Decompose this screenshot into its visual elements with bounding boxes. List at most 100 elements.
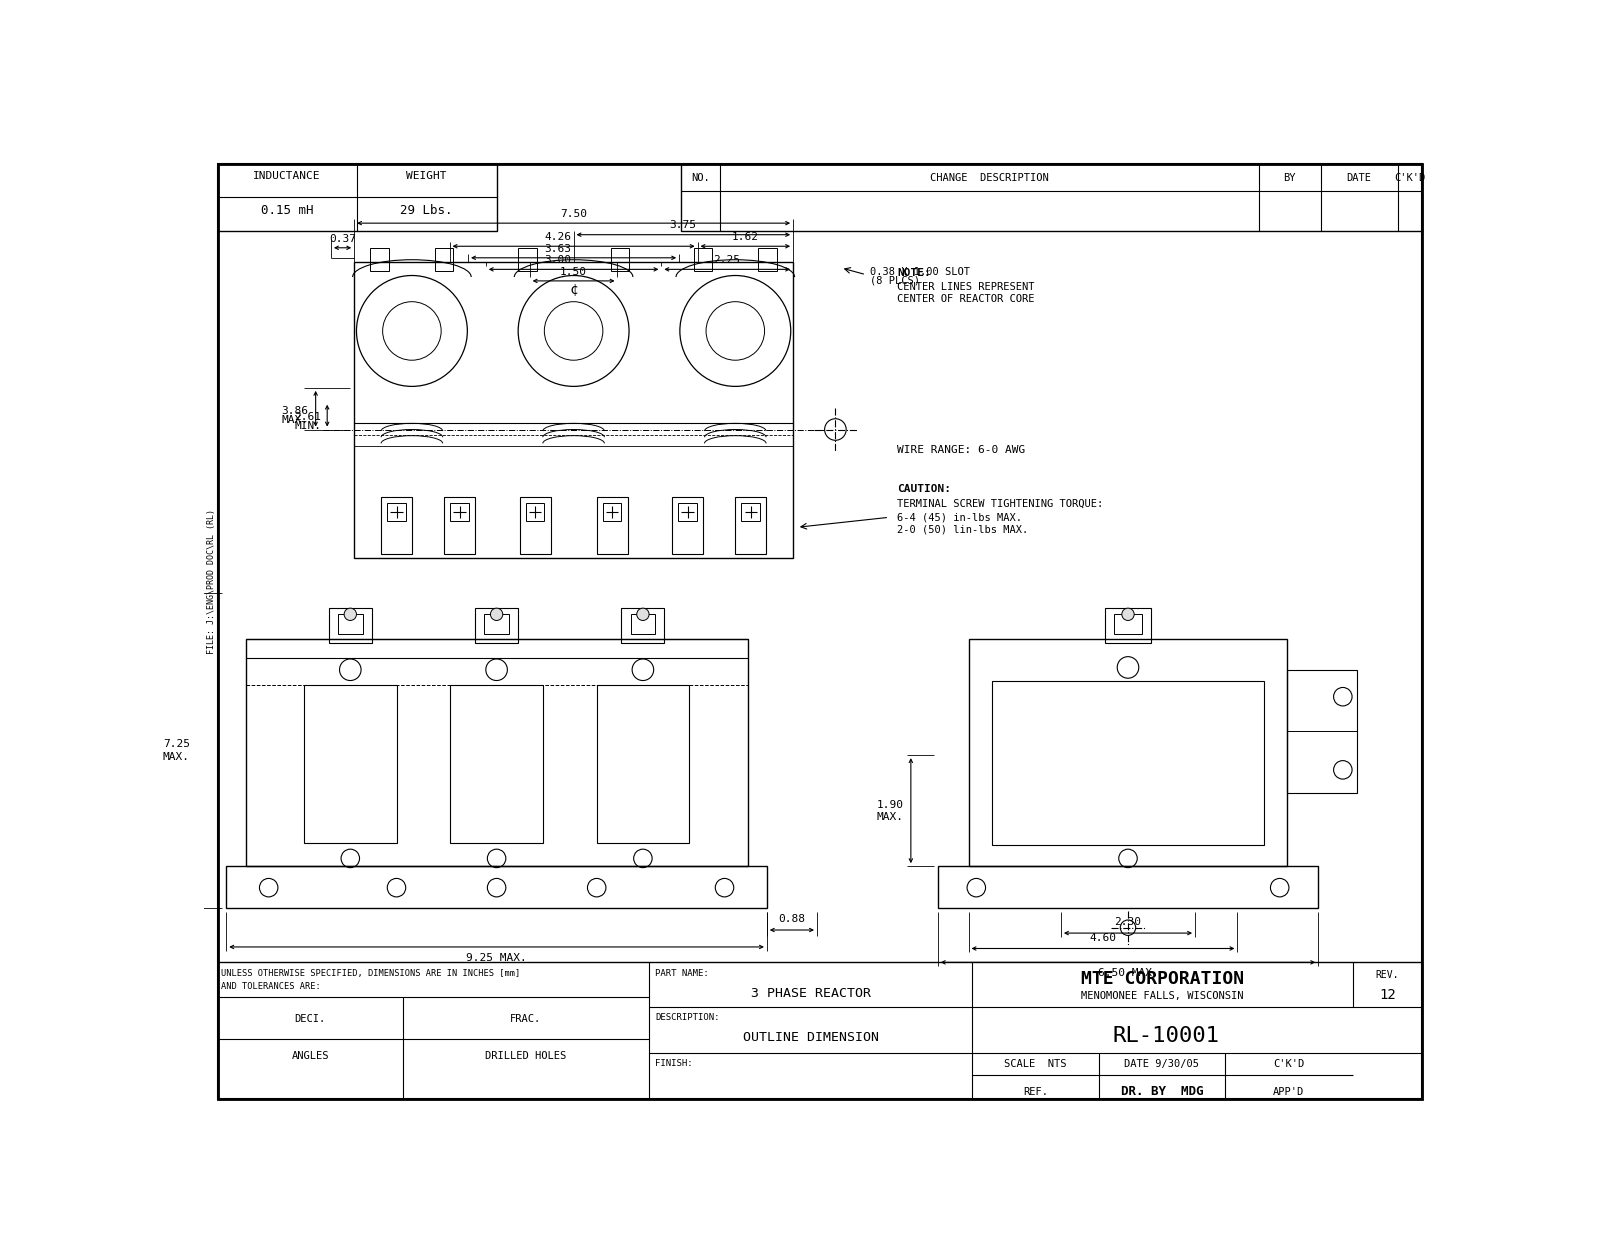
Circle shape [491, 609, 502, 620]
Text: 3.63: 3.63 [544, 244, 571, 254]
Text: WIRE RANGE: 6-0 AWG: WIRE RANGE: 6-0 AWG [898, 445, 1026, 455]
Circle shape [1122, 609, 1134, 620]
Bar [381, 496, 411, 554]
Text: 2.25: 2.25 [714, 255, 741, 265]
Bar [968, 639, 1288, 866]
Text: REF.: REF. [1022, 1086, 1048, 1096]
Text: BY: BY [1283, 173, 1296, 182]
Bar [621, 609, 664, 642]
Bar [938, 866, 1318, 909]
Bar [451, 685, 542, 842]
Text: 6-4 (45) in-lbs MAX.: 6-4 (45) in-lbs MAX. [898, 512, 1022, 522]
Text: 4.26: 4.26 [544, 232, 571, 242]
Bar [1106, 609, 1150, 642]
Text: 3.86: 3.86 [282, 406, 309, 416]
Bar [597, 496, 627, 554]
Text: MAX.: MAX. [163, 751, 190, 761]
Bar [682, 164, 1422, 231]
Text: MAX.: MAX. [877, 811, 904, 821]
Text: 2-0 (50) lin-lbs MAX.: 2-0 (50) lin-lbs MAX. [898, 525, 1029, 535]
Text: 0.88: 0.88 [778, 914, 805, 924]
Text: 2.61: 2.61 [294, 412, 322, 422]
Bar [218, 962, 1422, 1099]
Text: TERMINAL SCREW TIGHTENING TORQUE:: TERMINAL SCREW TIGHTENING TORQUE: [898, 499, 1104, 509]
Circle shape [637, 609, 650, 620]
Bar [485, 614, 509, 634]
Text: MIN.: MIN. [294, 421, 322, 431]
Circle shape [344, 609, 357, 620]
Text: DATE: DATE [1347, 173, 1371, 182]
Text: REV.: REV. [1376, 970, 1400, 980]
Text: MTE CORPORATION: MTE CORPORATION [1082, 970, 1245, 989]
Text: 1.50: 1.50 [560, 266, 587, 276]
Bar [435, 248, 453, 271]
Bar [354, 261, 794, 558]
Text: 4.60: 4.60 [1090, 932, 1117, 942]
Bar [445, 496, 475, 554]
Bar [1288, 670, 1357, 792]
Bar [328, 609, 371, 642]
Text: AND TOLERANCES ARE:: AND TOLERANCES ARE: [221, 982, 320, 991]
Text: 7.50: 7.50 [560, 209, 587, 219]
Text: FILE: J:\ENG\PROD DOC\RL (RL): FILE: J:\ENG\PROD DOC\RL (RL) [208, 509, 216, 654]
Bar [630, 614, 656, 634]
Text: DATE 9/30/05: DATE 9/30/05 [1125, 1059, 1200, 1069]
Text: 7.25: 7.25 [163, 740, 190, 750]
Bar [226, 866, 766, 909]
Text: PART NAME:: PART NAME: [656, 969, 709, 978]
Bar [603, 503, 621, 521]
Text: CENTER OF REACTOR CORE: CENTER OF REACTOR CORE [898, 294, 1035, 304]
Bar [304, 685, 397, 842]
Text: DESCRIPTION:: DESCRIPTION: [656, 1014, 720, 1022]
Bar [526, 503, 544, 521]
Text: NOTE:: NOTE: [898, 269, 931, 279]
Text: 3 PHASE REACTOR: 3 PHASE REACTOR [750, 986, 870, 1000]
Bar [611, 248, 629, 271]
Text: CAUTION:: CAUTION: [898, 484, 950, 494]
Text: CHANGE  DESCRIPTION: CHANGE DESCRIPTION [930, 173, 1048, 182]
Bar [451, 503, 469, 521]
Text: MENOMONEE FALLS, WISCONSIN: MENOMONEE FALLS, WISCONSIN [1082, 991, 1243, 1001]
Bar [736, 496, 766, 554]
Text: 1.90: 1.90 [877, 800, 904, 810]
Text: INDUCTANCE: INDUCTANCE [253, 171, 322, 181]
Bar [520, 496, 550, 554]
Text: 2.30: 2.30 [1115, 918, 1141, 928]
Bar [518, 248, 536, 271]
Text: FRAC.: FRAC. [510, 1014, 541, 1024]
Text: WEIGHT: WEIGHT [406, 171, 446, 181]
Bar [338, 614, 363, 634]
Bar [370, 248, 389, 271]
Text: 3.00: 3.00 [544, 255, 571, 265]
Bar [694, 248, 712, 271]
Text: APP'D: APP'D [1274, 1086, 1304, 1096]
Text: DR. BY  MDG: DR. BY MDG [1120, 1085, 1203, 1099]
Text: 3.75: 3.75 [669, 220, 696, 230]
Bar [741, 503, 760, 521]
Text: 0.38 X 1.00 SLOT: 0.38 X 1.00 SLOT [870, 266, 970, 276]
Bar [672, 496, 702, 554]
Bar [475, 609, 518, 642]
Bar [245, 639, 747, 866]
Text: 12: 12 [1379, 988, 1395, 1001]
Text: UNLESS OTHERWISE SPECIFIED, DIMENSIONS ARE IN INCHES [mm]: UNLESS OTHERWISE SPECIFIED, DIMENSIONS A… [221, 969, 520, 978]
Text: NO.: NO. [691, 173, 710, 182]
Text: DECI.: DECI. [294, 1014, 326, 1024]
Text: 0.37: 0.37 [330, 234, 357, 244]
Text: 1.62: 1.62 [731, 232, 758, 242]
Text: (8 PLCS): (8 PLCS) [870, 276, 920, 286]
Text: C'K'D: C'K'D [1274, 1059, 1304, 1069]
Text: RL-10001: RL-10001 [1114, 1026, 1221, 1046]
Text: ANGLES: ANGLES [291, 1051, 330, 1061]
Bar [678, 503, 698, 521]
Text: C'K'D: C'K'D [1394, 173, 1426, 182]
Text: 0.15 mH: 0.15 mH [261, 204, 314, 216]
Bar [1114, 614, 1142, 634]
Bar [387, 503, 406, 521]
Text: 6.50 MAX.: 6.50 MAX. [1098, 969, 1158, 979]
Text: OUTLINE DIMENSION: OUTLINE DIMENSION [742, 1031, 878, 1044]
Bar [218, 164, 496, 231]
Bar [758, 248, 778, 271]
Text: CENTER LINES REPRESENT: CENTER LINES REPRESENT [898, 282, 1035, 292]
Text: 29 Lbs.: 29 Lbs. [400, 204, 453, 216]
